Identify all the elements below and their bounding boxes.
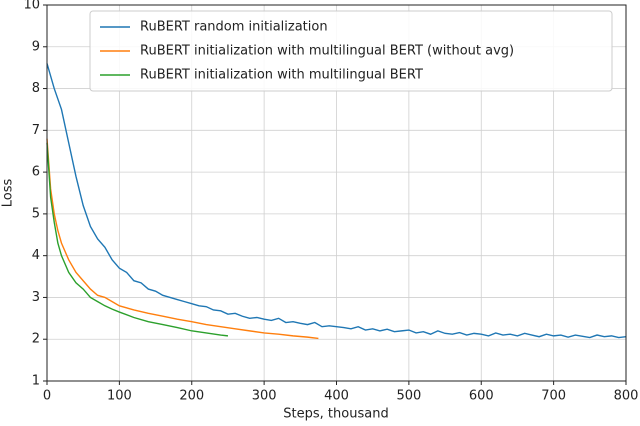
y-tick-label: 4 [32,248,40,263]
x-tick-label: 0 [43,389,51,404]
y-tick-label: 1 [32,374,40,389]
plot-frame [46,4,627,382]
y-tick-label: 6 [32,165,40,180]
legend-label: RuBERT random initialization [140,20,328,35]
legend-label: RuBERT initialization with multilingual … [140,44,514,59]
x-tick-label: 400 [324,389,349,404]
series-line [46,63,627,339]
x-tick-label: 800 [614,389,639,404]
legend-label: RuBERT initialization with multilingual … [140,68,423,83]
y-tick-label: 9 [32,39,40,54]
y-tick-label: 8 [32,81,40,96]
x-tick-label: 600 [469,389,494,404]
legend-box [89,10,613,92]
y-tick-label: 5 [32,206,40,221]
y-tick-label: 10 [23,0,40,13]
legend: RuBERT random initialization RuBERT initi… [89,10,613,92]
x-tick-label: 500 [396,389,421,404]
x-tick-label: 200 [179,389,204,404]
series-line [46,142,229,337]
y-tick-label: 7 [32,123,40,138]
x-tick-label: 300 [252,389,277,404]
x-tick-label: 700 [541,389,566,404]
x-tick-label: 100 [107,389,132,404]
series-line [46,138,319,340]
y-tick-label: 2 [32,332,40,347]
y-tick-label: 3 [32,290,40,305]
y-axis-label: Loss [1,179,16,208]
x-axis-label: Steps, thousand [283,407,388,422]
